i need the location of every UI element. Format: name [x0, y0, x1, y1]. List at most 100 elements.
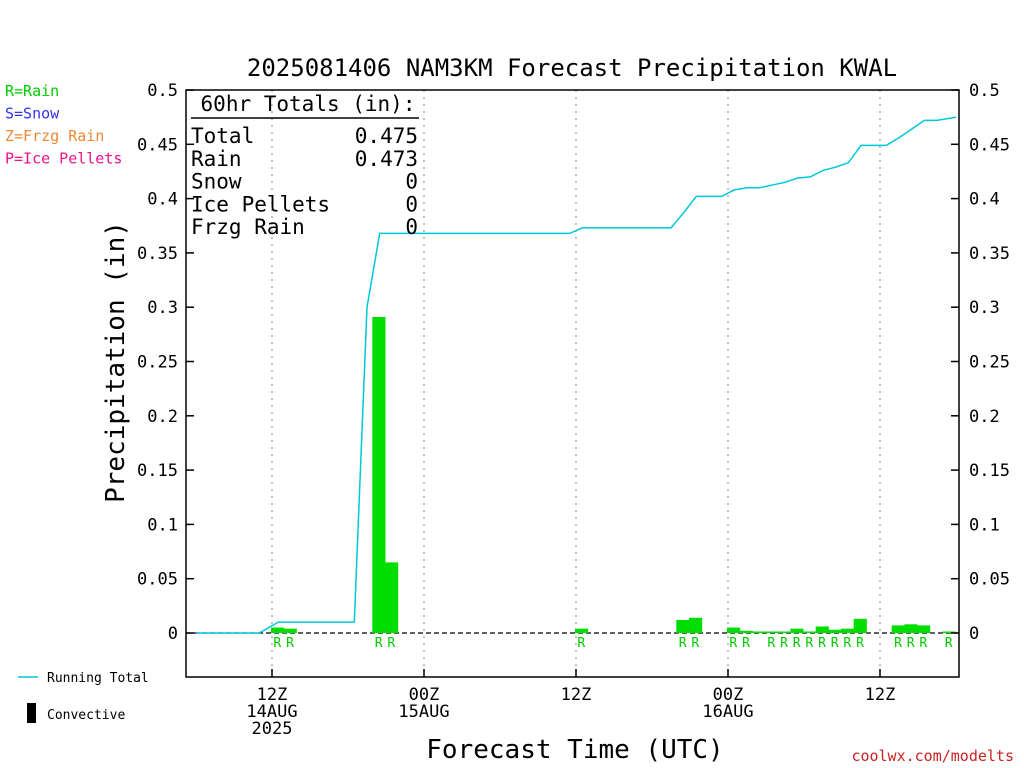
precip-bar — [283, 628, 297, 633]
y-tick-label: 0.2 — [969, 407, 1000, 427]
precip-bar — [765, 631, 779, 633]
y-tick-label: 0.1 — [969, 515, 1000, 535]
y-tick-label: 0.25 — [969, 353, 1010, 373]
totals-row-label: Ice Pellets — [191, 192, 330, 216]
ptype-label: R — [818, 636, 826, 651]
x-tick-label: 12Z — [257, 685, 288, 705]
y-tick-label: 0.05 — [969, 570, 1010, 590]
y-tick-label: 0.25 — [137, 353, 178, 373]
x-tick-label: 00Z — [409, 685, 440, 705]
x-tick-label: 14AUG — [246, 702, 297, 722]
precip-bars — [271, 316, 956, 633]
totals-header: 60hr Totals (in): — [201, 92, 416, 116]
totals-rows: Total 0.475 Rain 0.473 Snow 0 Ice Pellets 0 Frzg… — [191, 124, 418, 239]
convective-legend-label: Convective — [47, 708, 125, 723]
ptype-legend-entry: Z=Frzg Rain — [5, 127, 104, 145]
ptype-label: R — [273, 636, 281, 651]
ptype-label: R — [286, 636, 294, 651]
y-tick-label: 0.1 — [147, 515, 178, 535]
totals-row-label: Frzg Rain — [191, 215, 305, 239]
y-tick-label: 0.05 — [137, 570, 178, 590]
ptype-label: R — [894, 636, 902, 651]
precip-bar — [891, 625, 905, 633]
convective-swatch — [27, 703, 36, 723]
series-legend: Running Total Convective — [18, 671, 149, 723]
ptype-label: R — [831, 636, 839, 651]
x-tick-label: 00Z — [713, 685, 744, 705]
ptype-label: R — [577, 636, 585, 651]
y-axis-left: 0 0.05 0.1 0.15 0.2 0.25 0.3 0.35 0.4 0.45 0.5 — [137, 81, 194, 644]
precip-bar — [853, 618, 867, 633]
running-total-legend-label: Running Total — [47, 671, 149, 686]
totals-row-label: Snow — [191, 170, 242, 194]
precip-bar — [385, 562, 399, 633]
ptype-label: R — [742, 636, 750, 651]
credit-text: coolwx.com/modelts — [851, 747, 1014, 765]
y-tick-label: 0.35 — [137, 244, 178, 264]
ptype-label: R — [793, 636, 801, 651]
precip-bar — [790, 628, 804, 633]
precip-bar — [739, 630, 753, 633]
precip-bar — [777, 631, 791, 633]
y-tick-label: 0.45 — [969, 135, 1010, 155]
y-tick-label: 0.45 — [137, 135, 178, 155]
y-tick-label: 0.3 — [969, 298, 1000, 318]
ptype-label: R — [691, 636, 699, 651]
totals-box: 60hr Totals (in): Total 0.475 Rain 0.473 Sno… — [191, 92, 419, 239]
totals-row-value: 0 — [405, 170, 418, 194]
ptype-label: R — [767, 636, 775, 651]
precip-bar — [841, 628, 855, 633]
y-tick-label: 0.4 — [969, 190, 1000, 210]
y-tick-label: 0.4 — [147, 190, 178, 210]
ptype-label: R — [919, 636, 927, 651]
y-tick-label: 0 — [969, 624, 979, 644]
y-tick-label: 0.15 — [969, 461, 1010, 481]
y-tick-label: 0.35 — [969, 244, 1010, 264]
x-tick-label: 16AUG — [702, 702, 753, 722]
y-axis-label: Precipitation (in) — [101, 221, 131, 503]
ptype-label: R — [375, 636, 383, 651]
ptype-label: R — [729, 636, 737, 651]
y-axis-right: 0 0.05 0.1 0.15 0.2 0.25 0.3 0.35 0.4 0.45 0.5 — [951, 81, 1010, 644]
totals-row-value: 0.473 — [355, 147, 418, 171]
precip-bar — [942, 631, 956, 633]
ptype-label: R — [907, 636, 915, 651]
ptype-legend: R=Rain S=Snow Z=Frzg Rain P=Ice Pellets — [5, 82, 122, 168]
ptype-legend-entry: R=Rain — [5, 82, 59, 100]
ptype-label: R — [679, 636, 687, 651]
precip-bar — [904, 624, 918, 633]
precip-bar — [815, 626, 829, 633]
precip-bar — [689, 617, 703, 633]
precip-bar — [752, 631, 766, 633]
totals-row-value: 0 — [405, 192, 418, 216]
ptype-label: R — [843, 636, 851, 651]
totals-row-value: 0.475 — [355, 124, 418, 148]
totals-row-label: Total — [191, 124, 254, 148]
precip-bar — [676, 619, 690, 633]
y-tick-label: 0 — [168, 624, 178, 644]
x-tick-label: 12Z — [865, 685, 896, 705]
plot-frame — [185, 89, 960, 678]
totals-row-label: Rain — [191, 147, 242, 171]
y-tick-label: 0.3 — [147, 298, 178, 318]
x-tick-label: 12Z — [561, 685, 592, 705]
precip-bar — [828, 629, 842, 633]
ptype-legend-entry: P=Ice Pellets — [5, 150, 122, 168]
precip-bar — [575, 628, 589, 633]
precip-bar — [917, 625, 931, 633]
x-tick-label: 2025 — [252, 719, 293, 739]
y-tick-label: 0.5 — [147, 81, 178, 101]
y-tick-label: 0.15 — [137, 461, 178, 481]
totals-row-value: 0 — [405, 215, 418, 239]
precip-bar — [271, 627, 285, 633]
y-tick-label: 0.5 — [969, 81, 1000, 101]
running-total-line — [196, 116, 957, 634]
y-tick-label: 0.2 — [147, 407, 178, 427]
ptype-legend-entry: S=Snow — [5, 105, 60, 123]
ptype-label: R — [387, 636, 395, 651]
precip-bar — [372, 316, 386, 633]
ptype-label: R — [780, 636, 788, 651]
